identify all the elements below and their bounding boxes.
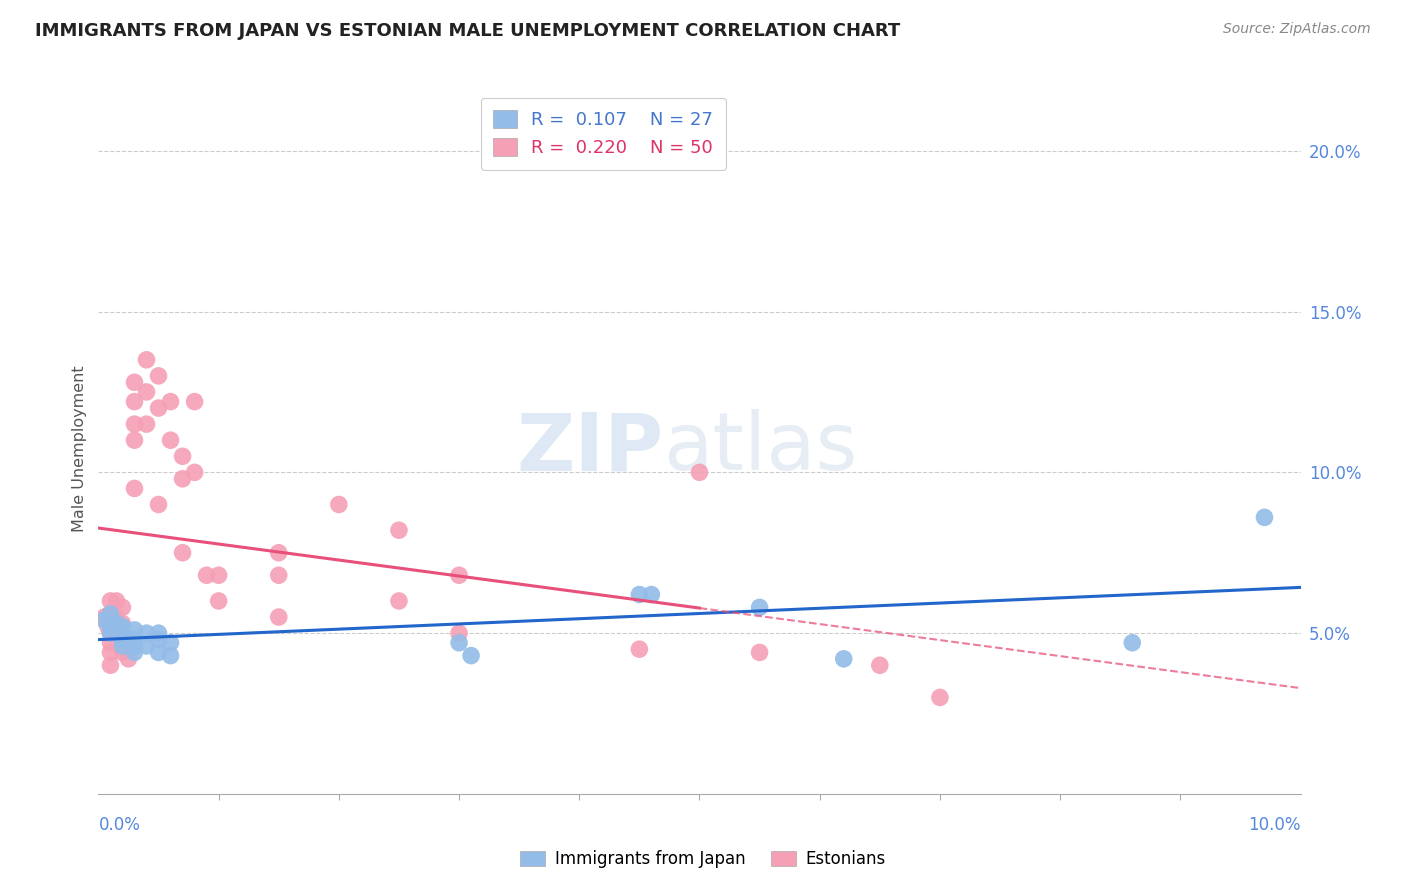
Point <box>1253 510 1275 524</box>
Point <box>183 466 205 480</box>
Point <box>447 568 470 582</box>
Point <box>124 394 146 409</box>
Point <box>689 466 711 480</box>
Point <box>748 600 770 615</box>
Point <box>1121 636 1143 650</box>
Point <box>97 620 120 634</box>
Point <box>148 401 170 415</box>
Point <box>111 626 134 640</box>
Point <box>172 472 194 486</box>
Point <box>111 626 134 640</box>
Point <box>148 632 170 647</box>
Point <box>124 645 146 659</box>
Point <box>135 639 157 653</box>
Point <box>148 626 170 640</box>
Point <box>105 610 128 624</box>
Point <box>93 613 115 627</box>
Point <box>628 642 651 657</box>
Point <box>748 645 770 659</box>
Point <box>328 498 350 512</box>
Point <box>100 645 122 659</box>
Point <box>267 546 290 560</box>
Y-axis label: Male Unemployment: Male Unemployment <box>72 365 87 532</box>
Point <box>111 632 134 647</box>
Point <box>100 620 122 634</box>
Point <box>124 632 146 647</box>
Point <box>135 626 157 640</box>
Text: atlas: atlas <box>664 409 858 487</box>
Point <box>124 623 146 637</box>
Point <box>447 626 470 640</box>
Point <box>135 352 157 367</box>
Point <box>267 568 290 582</box>
Point <box>267 610 290 624</box>
Point <box>135 384 157 399</box>
Point <box>159 433 181 447</box>
Point <box>832 652 855 666</box>
Point <box>208 594 231 608</box>
Point <box>100 626 122 640</box>
Point <box>460 648 482 663</box>
Point <box>628 588 651 602</box>
Text: 10.0%: 10.0% <box>1249 816 1301 834</box>
Point <box>111 626 134 640</box>
Point <box>100 607 122 621</box>
Text: 0.0%: 0.0% <box>98 816 141 834</box>
Point <box>111 645 134 659</box>
Point <box>172 546 194 560</box>
Point <box>124 639 146 653</box>
Point <box>100 636 122 650</box>
Text: Source: ZipAtlas.com: Source: ZipAtlas.com <box>1223 22 1371 37</box>
Point <box>93 610 115 624</box>
Point <box>148 368 170 383</box>
Point <box>111 632 134 647</box>
Point <box>124 482 146 496</box>
Point <box>100 607 122 621</box>
Point <box>105 616 128 631</box>
Point <box>100 626 122 640</box>
Point <box>640 588 662 602</box>
Point <box>172 450 194 464</box>
Point <box>148 645 170 659</box>
Point <box>159 394 181 409</box>
Point <box>148 498 170 512</box>
Point <box>869 658 891 673</box>
Point <box>388 523 411 537</box>
Text: IMMIGRANTS FROM JAPAN VS ESTONIAN MALE UNEMPLOYMENT CORRELATION CHART: IMMIGRANTS FROM JAPAN VS ESTONIAN MALE U… <box>35 22 900 40</box>
Point <box>195 568 218 582</box>
Point <box>111 620 134 634</box>
Point <box>100 658 122 673</box>
Point <box>124 417 146 431</box>
Point <box>388 594 411 608</box>
Point <box>111 639 134 653</box>
Point <box>105 594 128 608</box>
Point <box>447 636 470 650</box>
Point <box>183 394 205 409</box>
Point <box>135 417 157 431</box>
Point <box>111 616 134 631</box>
Legend: R =  0.107    N = 27, R =  0.220    N = 50: R = 0.107 N = 27, R = 0.220 N = 50 <box>481 98 725 169</box>
Point <box>111 600 134 615</box>
Point <box>117 652 139 666</box>
Text: ZIP: ZIP <box>516 409 664 487</box>
Point <box>124 433 146 447</box>
Point <box>100 594 122 608</box>
Point <box>159 636 181 650</box>
Point <box>929 690 952 705</box>
Point <box>159 648 181 663</box>
Legend: Immigrants from Japan, Estonians: Immigrants from Japan, Estonians <box>513 844 893 875</box>
Point <box>208 568 231 582</box>
Point <box>124 376 146 390</box>
